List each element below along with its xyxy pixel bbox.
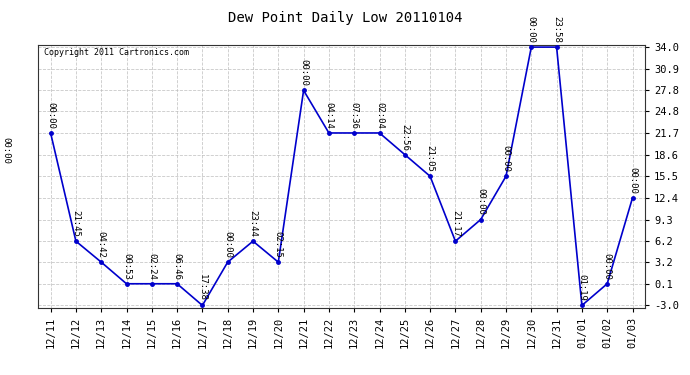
Text: 04:14: 04:14 [324, 102, 333, 129]
Text: 00:00: 00:00 [526, 16, 536, 43]
Text: 00:00: 00:00 [502, 145, 511, 172]
Text: 21:05: 21:05 [426, 145, 435, 172]
Text: 17:38: 17:38 [198, 274, 207, 301]
Text: 00:00: 00:00 [1, 136, 10, 164]
Text: 00:00: 00:00 [628, 167, 637, 194]
Text: 01:19: 01:19 [578, 274, 586, 301]
Text: 21:17: 21:17 [451, 210, 460, 237]
Text: 21:45: 21:45 [71, 210, 81, 237]
Text: 00:00: 00:00 [476, 189, 485, 215]
Text: 04:42: 04:42 [97, 231, 106, 258]
Text: Copyright 2011 Cartronics.com: Copyright 2011 Cartronics.com [44, 48, 189, 57]
Text: 00:00: 00:00 [299, 59, 308, 86]
Text: 00:00: 00:00 [46, 102, 55, 129]
Text: 00:00: 00:00 [223, 231, 233, 258]
Text: 02:15: 02:15 [274, 231, 283, 258]
Text: 02:24: 02:24 [147, 253, 157, 280]
Text: 23:58: 23:58 [552, 16, 561, 43]
Text: Dew Point Daily Low 20110104: Dew Point Daily Low 20110104 [228, 11, 462, 25]
Text: 00:53: 00:53 [122, 253, 131, 280]
Text: 02:04: 02:04 [375, 102, 384, 129]
Text: 00:00: 00:00 [602, 253, 612, 280]
Text: 07:36: 07:36 [350, 102, 359, 129]
Text: 06:46: 06:46 [172, 253, 181, 280]
Text: 22:56: 22:56 [400, 124, 409, 150]
Text: 23:44: 23:44 [248, 210, 257, 237]
